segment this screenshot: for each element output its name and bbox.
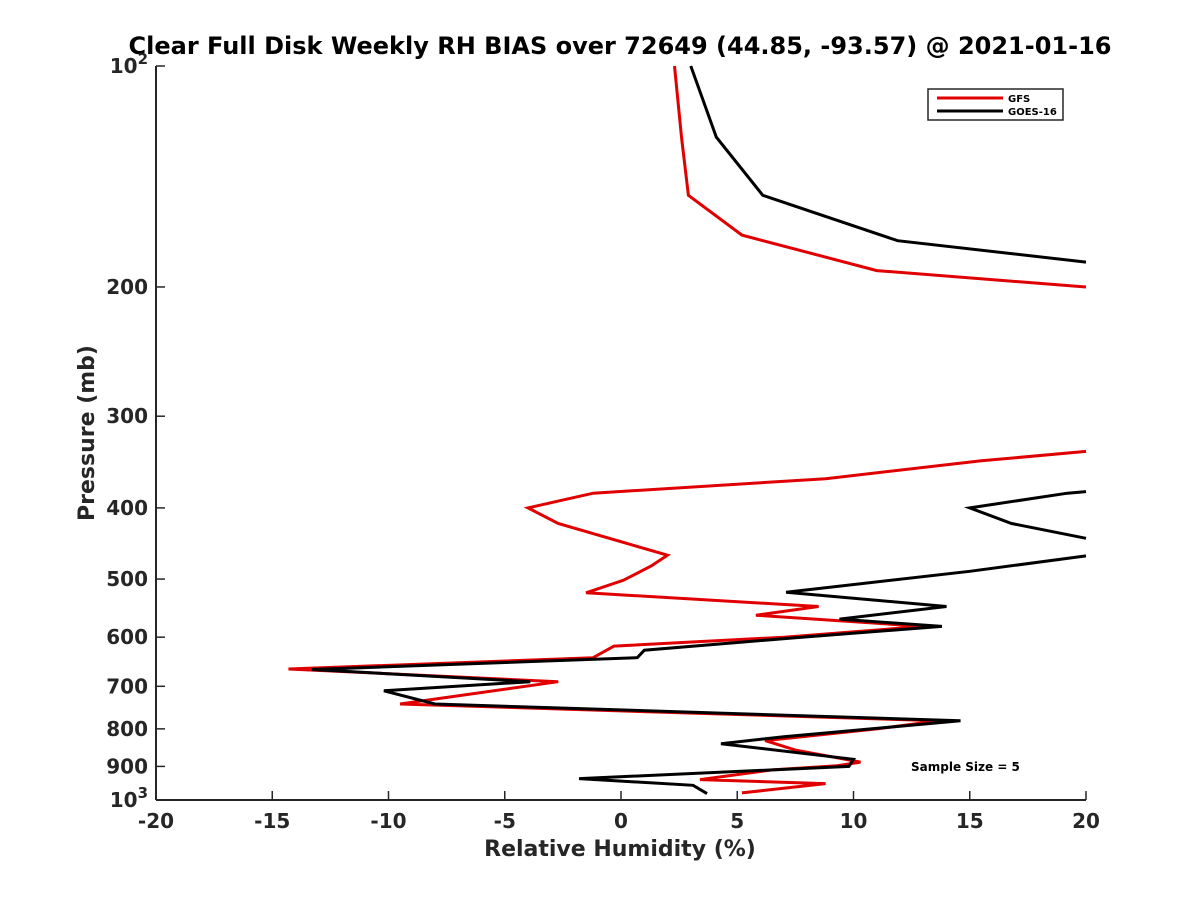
x-tick-label: 5 bbox=[730, 809, 744, 833]
y-tick-label: 103 bbox=[110, 784, 148, 812]
y-tick-label: 500 bbox=[106, 567, 148, 591]
y-tick-label: 800 bbox=[106, 717, 148, 741]
x-axis-label: Relative Humidity (%) bbox=[484, 837, 756, 862]
x-tick-label: -15 bbox=[254, 809, 290, 833]
y-tick-label: 600 bbox=[106, 625, 148, 649]
x-tick-label: -20 bbox=[138, 809, 174, 833]
x-tick-label: 0 bbox=[614, 809, 628, 833]
y-tick-label: 700 bbox=[106, 674, 148, 698]
chart-title: Clear Full Disk Weekly RH BIAS over 7264… bbox=[129, 32, 1112, 60]
y-tick-label: 200 bbox=[106, 275, 148, 299]
series-line-gfs bbox=[288, 65, 1087, 795]
y-tick-label: 900 bbox=[106, 754, 148, 778]
series-line-goes-16 bbox=[311, 65, 1087, 795]
x-tick-label: -10 bbox=[370, 809, 406, 833]
legend-label: GOES-16 bbox=[1008, 107, 1057, 118]
y-tick-label: 400 bbox=[106, 496, 148, 520]
y-axis-label: Pressure (mb) bbox=[75, 345, 100, 521]
legend-box bbox=[927, 88, 1064, 121]
x-tick-label: 10 bbox=[840, 809, 868, 833]
x-tick-label: -5 bbox=[494, 809, 516, 833]
y-tick-label: 102 bbox=[110, 50, 148, 78]
y-tick-label: 300 bbox=[106, 404, 148, 428]
x-tick-label: 15 bbox=[956, 809, 984, 833]
x-tick-label: 20 bbox=[1072, 809, 1100, 833]
sample-size-annotation: Sample Size = 5 bbox=[911, 760, 1020, 774]
plot-area: -20 -15 -10 -5 0 5 10 15 20 102 200 300 400 500 600 700… bbox=[106, 50, 1100, 833]
legend: GFS GOES-16 bbox=[927, 88, 1064, 121]
legend-label: GFS bbox=[1008, 94, 1030, 105]
